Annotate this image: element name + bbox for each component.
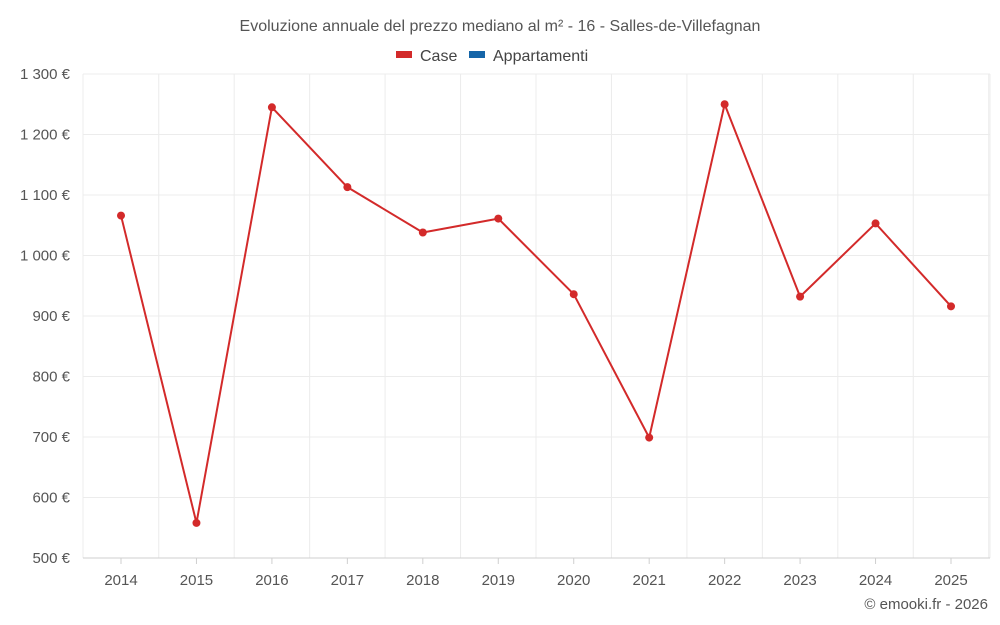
data-point-case-2021[interactable]: [645, 433, 654, 442]
y-tick-label: 700 €: [32, 429, 70, 446]
data-point-case-2023[interactable]: [796, 292, 805, 301]
y-tick-label: 1 100 €: [20, 187, 71, 204]
legend-label-appartamenti[interactable]: Appartamenti: [493, 48, 588, 65]
data-point-case-2014[interactable]: [117, 211, 125, 220]
y-tick-label: 900 €: [32, 308, 70, 325]
y-tick-label: 600 €: [32, 490, 70, 507]
x-tick-label: 2017: [331, 572, 364, 589]
y-tick-label: 1 300 €: [20, 66, 71, 83]
data-point-case-2018[interactable]: [418, 228, 427, 237]
data-point-case-2020[interactable]: [569, 290, 578, 299]
data-point-case-2024[interactable]: [871, 219, 880, 228]
x-axis: 2014 2015 2016 2017 2018 2019 2020 2021 2022 2023…: [83, 557, 990, 589]
x-tick-label: 2016: [255, 572, 288, 589]
data-point-case-2019[interactable]: [494, 214, 503, 223]
y-tick-label: 1 200 €: [20, 127, 71, 144]
x-tick-label: 2023: [783, 572, 816, 589]
x-tick-label: 2018: [406, 572, 439, 589]
x-tick-label: 2025: [934, 572, 967, 589]
x-tick-label: 2019: [482, 572, 515, 589]
y-tick-label: 1 000 €: [20, 248, 71, 265]
x-tick-label: 2021: [632, 572, 665, 589]
data-point-case-2022[interactable]: [720, 100, 729, 109]
grid: [82, 73, 991, 559]
data-point-case-2016[interactable]: [267, 103, 276, 112]
series-line-case: [120, 103, 952, 524]
y-axis: 500 € 600 € 700 € 800 € 900 € 1 000 € 1 100 € 1…: [20, 66, 71, 567]
x-tick-label: 2020: [557, 572, 590, 589]
legend-swatch-appartamenti[interactable]: [469, 51, 485, 58]
data-point-case-2017[interactable]: [343, 183, 352, 192]
x-tick-label: 2022: [708, 572, 741, 589]
x-tick-label: 2015: [180, 572, 213, 589]
y-tick-label: 800 €: [32, 369, 70, 386]
data-point-case-2015[interactable]: [192, 518, 201, 527]
series-layer: [117, 100, 955, 527]
credit-text: © emooki.fr - 2026: [864, 596, 988, 613]
x-tick-label: 2024: [859, 572, 892, 589]
chart-title: Evoluzione annuale del prezzo mediano al…: [240, 18, 761, 35]
legend-label-case[interactable]: Case: [420, 48, 457, 65]
x-tick-label: 2014: [104, 572, 137, 589]
legend-swatch-case[interactable]: [396, 51, 412, 58]
y-tick-label: 500 €: [32, 550, 70, 567]
data-point-case-2025[interactable]: [947, 302, 955, 311]
legend: Case Appartamenti: [396, 48, 588, 65]
